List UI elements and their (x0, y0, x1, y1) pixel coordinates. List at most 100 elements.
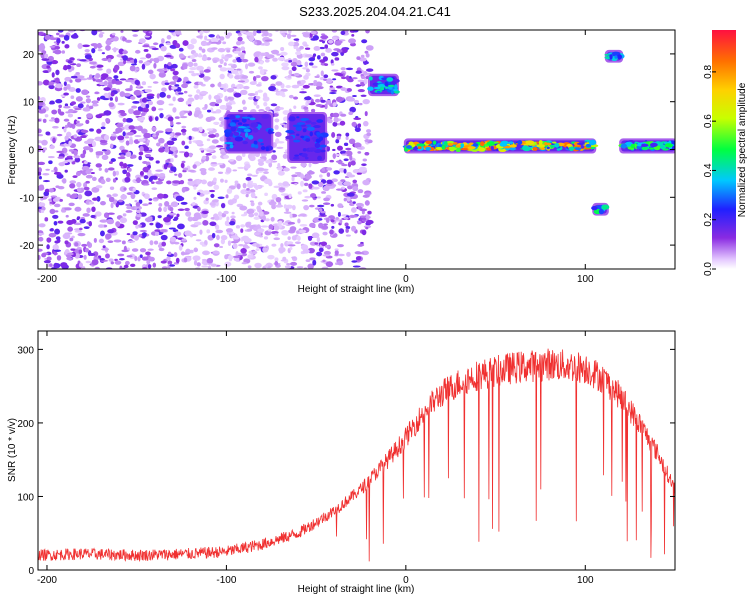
heatmap-cell (170, 158, 173, 162)
heatmap-cell (62, 41, 65, 44)
heatmap-cell (87, 241, 90, 247)
heatmap-cell (261, 146, 266, 150)
heatmap-cell (189, 153, 192, 158)
heatmap-cell (306, 69, 310, 72)
heatmap-cell (441, 145, 445, 150)
heatmap-cell (249, 118, 255, 121)
heatmap-cell (118, 200, 122, 203)
heatmap-cell (202, 211, 209, 214)
heatmap-cell (112, 33, 116, 36)
heatmap-cell (480, 141, 485, 146)
heatmap-cell (279, 188, 285, 190)
heatmap-cell (127, 79, 134, 82)
heatmap-cell (288, 244, 296, 246)
heatmap-cell (323, 56, 328, 61)
heatmap-cell (365, 200, 370, 206)
heatmap-cell (231, 70, 239, 74)
heatmap-cell (101, 180, 106, 185)
heatmap-cell (45, 169, 50, 171)
heatmap-cell (206, 117, 212, 122)
heatmap-cell (172, 180, 180, 183)
x-tick-label: -100 (216, 575, 236, 586)
heatmap-cell (130, 96, 135, 100)
heatmap-cell (302, 199, 308, 201)
x-tick-label: -200 (37, 575, 57, 586)
heatmap-cell (303, 85, 310, 89)
heatmap-cell (111, 261, 114, 264)
heatmap-cell (350, 215, 358, 218)
heatmap-cell (210, 84, 215, 88)
heatmap-cell (56, 236, 61, 240)
heatmap-cell (212, 233, 216, 238)
heatmap-cell (65, 125, 68, 129)
heatmap-cell (157, 93, 160, 98)
heatmap-cell (307, 101, 311, 104)
heatmap-cell (45, 114, 49, 117)
heatmap-cell (213, 122, 219, 125)
heatmap-cell (265, 59, 270, 63)
heatmap-cell (153, 81, 159, 83)
heatmap-cell (262, 247, 268, 252)
heatmap-cell (323, 254, 330, 256)
heatmap-cell (232, 212, 235, 215)
heatmap-cell (42, 58, 50, 61)
heatmap-cell (240, 248, 246, 253)
x-tick-label: 100 (577, 575, 594, 586)
heatmap-cell (160, 46, 166, 51)
heatmap-cell (125, 136, 129, 138)
heatmap-cell (313, 53, 316, 57)
heatmap-cell (352, 95, 357, 97)
heatmap-cell (344, 158, 349, 161)
heatmap-cell (361, 39, 367, 43)
heatmap-cell (284, 212, 292, 214)
heatmap-cell (216, 34, 219, 38)
heatmap-cell (218, 172, 223, 174)
heatmap-cell (319, 248, 324, 253)
heatmap-cell (341, 31, 346, 35)
heatmap-cell (120, 30, 123, 32)
heatmap-cell (80, 219, 86, 224)
heatmap-cell (46, 65, 50, 68)
heatmap-cell (159, 173, 165, 177)
heatmap-cell (168, 117, 174, 122)
heatmap-cell (254, 216, 260, 220)
heatmap-cell (296, 231, 299, 234)
heatmap-cell (169, 104, 174, 106)
heatmap-cell (258, 56, 262, 60)
heatmap-cell (341, 153, 347, 155)
heatmap-cell (152, 127, 157, 131)
heatmap-cell (187, 44, 194, 50)
heatmap-cell (332, 184, 336, 187)
heatmap-cell (356, 56, 360, 60)
heatmap-cell (69, 238, 73, 242)
heatmap-cell (240, 228, 243, 233)
heatmap-cell (39, 102, 44, 105)
heatmap-cell (120, 194, 127, 199)
heatmap-cell (107, 213, 114, 215)
heatmap-cell (546, 143, 552, 146)
heatmap-cell (174, 79, 177, 82)
heatmap-cell (207, 128, 214, 131)
heatmap-cell (77, 43, 82, 49)
heatmap-cell (533, 147, 538, 151)
heatmap-cell (356, 71, 362, 74)
heatmap-cell (89, 253, 96, 256)
heatmap-cell (83, 150, 86, 155)
heatmap-cell (248, 62, 256, 66)
heatmap-cell (191, 73, 196, 76)
heatmap-cell (128, 168, 132, 172)
x-tick-label: -100 (216, 274, 236, 285)
heatmap-cell (333, 170, 340, 174)
heatmap-cell (133, 110, 141, 115)
heatmap-cell (101, 127, 106, 130)
heatmap-cell (145, 104, 149, 108)
heatmap-cell (200, 91, 208, 95)
heatmap-cell (316, 132, 320, 136)
heatmap-cell (385, 82, 389, 87)
heatmap-cell (111, 203, 114, 208)
heatmap-cell (86, 98, 91, 103)
heatmap-cell (205, 153, 211, 156)
heatmap-cell (169, 228, 176, 230)
heatmap-cell (309, 257, 315, 260)
heatmap-cell (51, 170, 55, 172)
